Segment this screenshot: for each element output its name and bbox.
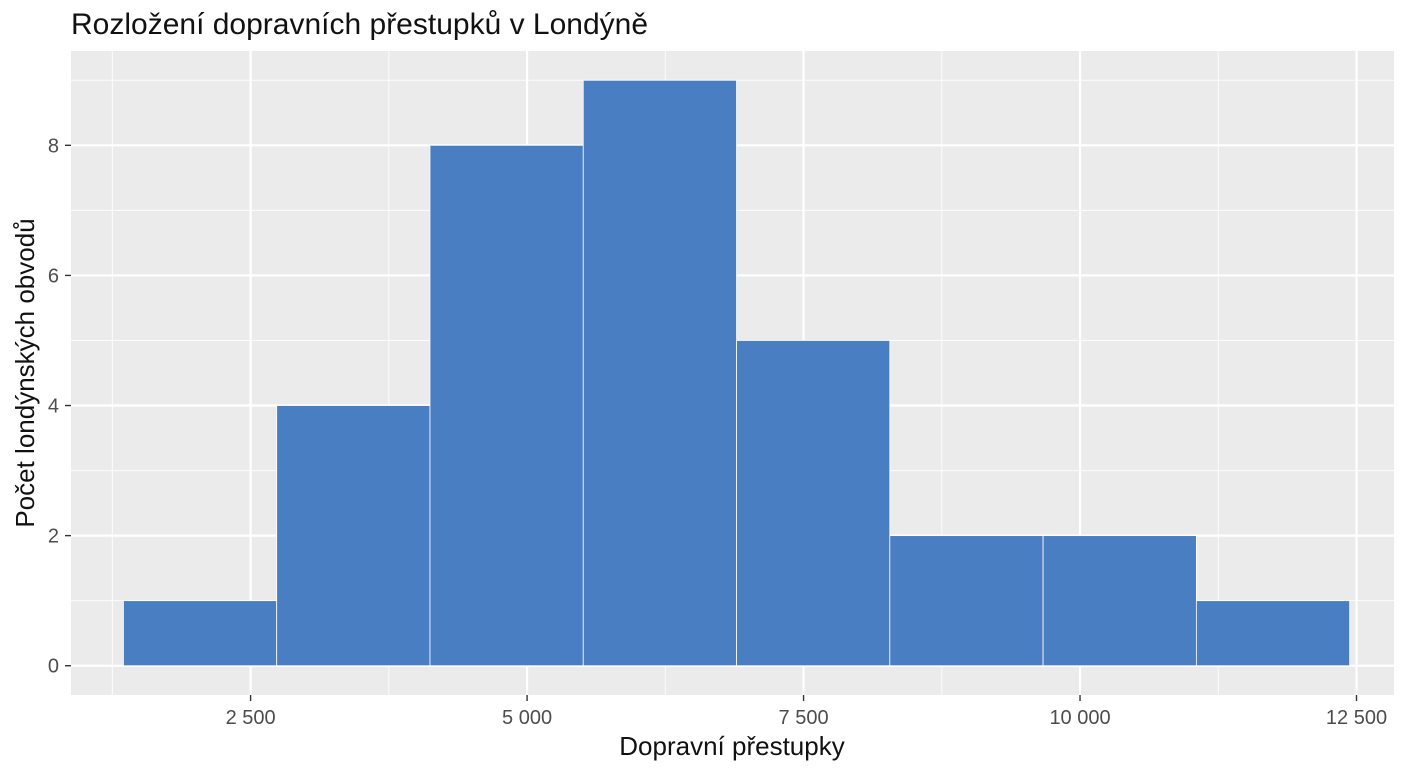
x-axis-ticks: 2 500 5 000 7 500 10 000 12 500 — [226, 695, 1387, 729]
histogram-bar-7 — [1042, 535, 1197, 667]
histogram-bars — [123, 79, 1351, 667]
histogram-bar-3 — [429, 144, 584, 667]
y-tick-label: 0 — [48, 656, 59, 678]
x-axis-title: Dopravní přestupky — [619, 731, 844, 761]
histogram-bar-2 — [276, 405, 431, 667]
y-axis-title: Počet londýnských obvodů — [10, 218, 40, 527]
x-tick-label: 7 500 — [779, 707, 829, 729]
x-tick-label: 12 500 — [1326, 707, 1387, 729]
y-tick-label: 2 — [48, 526, 59, 548]
x-tick-label: 2 500 — [226, 707, 276, 729]
histogram-bar-8 — [1195, 600, 1351, 667]
histogram-bar-4 — [582, 79, 737, 667]
histogram-bar-6 — [889, 535, 1044, 667]
chart-title: Rozložení dopravních přestupků v Londýně — [71, 8, 648, 41]
x-tick-label: 5 000 — [502, 707, 552, 729]
histogram-bar-1 — [123, 600, 278, 667]
y-tick-label: 8 — [48, 135, 59, 157]
histogram-bar-5 — [736, 340, 891, 667]
y-tick-label: 6 — [48, 265, 59, 287]
y-tick-label: 4 — [48, 396, 59, 418]
y-axis-ticks: 0 2 4 6 8 — [48, 135, 71, 678]
x-tick-label: 10 000 — [1049, 707, 1110, 729]
